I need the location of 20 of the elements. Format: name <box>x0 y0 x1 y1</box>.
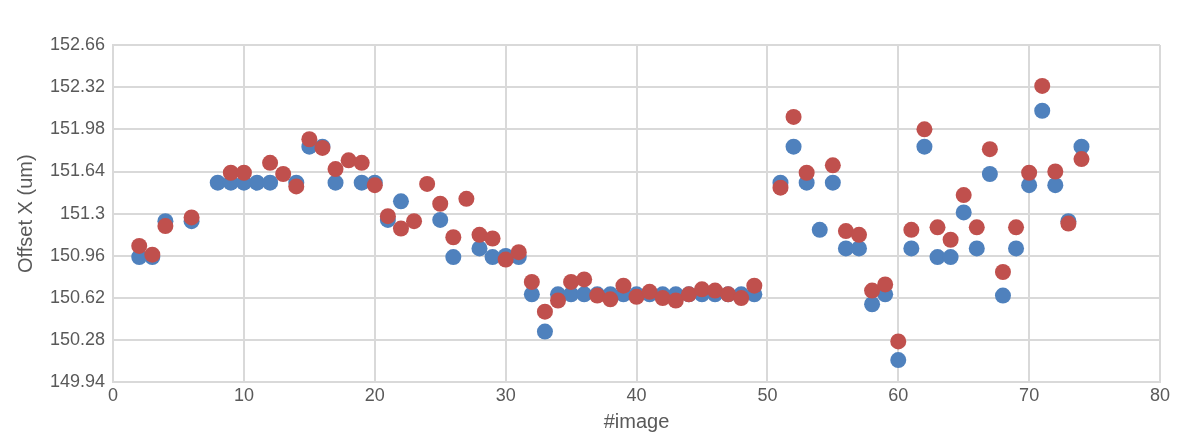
y-tick-label: 152.66 <box>49 33 106 54</box>
x-tick-label: 10 <box>233 385 254 406</box>
x-axis-title: #image <box>603 409 670 432</box>
y-tick-label: 151.3 <box>60 202 106 223</box>
y-tick-label: 150.62 <box>49 287 106 308</box>
y-tick-label: 152.32 <box>49 76 106 97</box>
y-tick-label: 150.96 <box>49 244 106 265</box>
x-tick-label: 70 <box>1019 385 1040 406</box>
x-tick-label: 60 <box>888 385 909 406</box>
x-tick-label: 0 <box>108 385 119 406</box>
x-tick-label: 40 <box>626 385 647 406</box>
x-tick-label: 80 <box>1149 385 1171 406</box>
y-tick-label: 149.94 <box>49 371 106 392</box>
y-tick-label: 151.98 <box>49 118 106 139</box>
y-tick-label: 151.64 <box>49 160 106 181</box>
y-axis-title: Offset X (um) <box>13 154 36 273</box>
x-tick-label: 50 <box>757 385 778 406</box>
x-tick-label: 30 <box>495 385 516 406</box>
x-tick-label: 20 <box>364 385 385 406</box>
y-tick-label: 150.28 <box>49 329 106 350</box>
